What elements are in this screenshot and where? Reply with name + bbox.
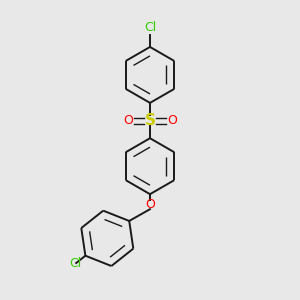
Text: O: O: [145, 198, 155, 211]
Text: S: S: [145, 113, 155, 128]
Text: O: O: [123, 114, 133, 127]
Text: Cl: Cl: [69, 257, 81, 270]
Text: Cl: Cl: [144, 21, 156, 34]
Text: O: O: [167, 114, 177, 127]
